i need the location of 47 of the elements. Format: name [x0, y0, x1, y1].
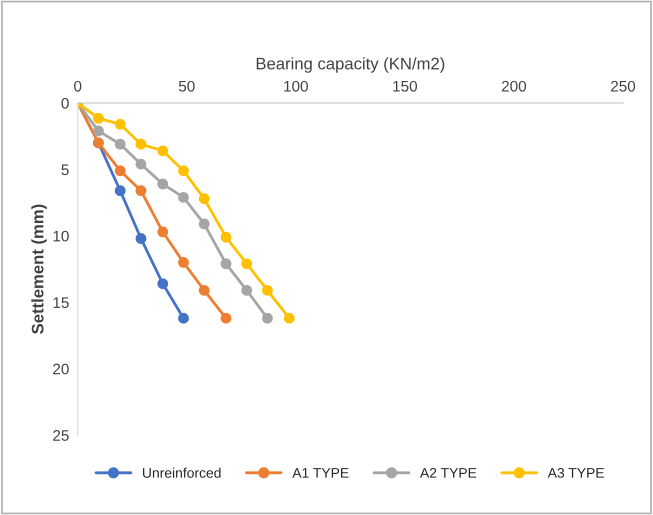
y-tick-label: 15: [54, 297, 69, 308]
legend-label: A3 TYPE: [548, 468, 604, 478]
point: [198, 218, 210, 230]
y-tick-label: 10: [54, 230, 69, 242]
point: [157, 226, 168, 238]
point: [136, 138, 146, 150]
point: [198, 193, 210, 204]
x-tick-label: 50: [178, 80, 195, 92]
point: [136, 233, 146, 244]
point: [284, 312, 295, 324]
point: [93, 112, 104, 124]
legend-label: A1 TYPE: [292, 468, 349, 478]
point: [262, 284, 273, 296]
point: [93, 126, 104, 136]
point: [136, 185, 146, 196]
point: [157, 278, 168, 290]
point: [241, 284, 252, 296]
point: [157, 178, 168, 190]
point: [114, 118, 126, 130]
point: [241, 258, 252, 270]
y-axis-title: Settlement (mm): [31, 204, 47, 334]
point: [220, 232, 232, 243]
point: [262, 312, 273, 324]
x-axis-title: Bearing capacity (KN/m2): [256, 57, 444, 73]
legend-label: Unreinforced: [143, 468, 221, 478]
point: [220, 258, 232, 270]
point: [114, 138, 126, 150]
point: [198, 284, 210, 296]
point: [114, 165, 126, 176]
point: [157, 145, 168, 156]
point: [178, 165, 189, 176]
point: [178, 257, 189, 268]
x-tick-label: 100: [284, 80, 308, 92]
point: [178, 192, 189, 203]
legend-label: A2 TYPE: [420, 468, 476, 478]
x-tick-label: 150: [393, 80, 418, 92]
point: [178, 312, 189, 324]
y-tick-label: 25: [53, 430, 69, 441]
point: [220, 312, 232, 324]
x-tick-label: 200: [502, 80, 526, 92]
x-tick-label: 0: [74, 80, 82, 92]
y-tick-label: 5: [61, 164, 69, 176]
y-tick-label: 20: [53, 364, 69, 374]
y-tick-label: 0: [61, 98, 69, 109]
point: [114, 185, 126, 196]
x-tick-label: 250: [610, 80, 636, 92]
point: [136, 158, 146, 170]
